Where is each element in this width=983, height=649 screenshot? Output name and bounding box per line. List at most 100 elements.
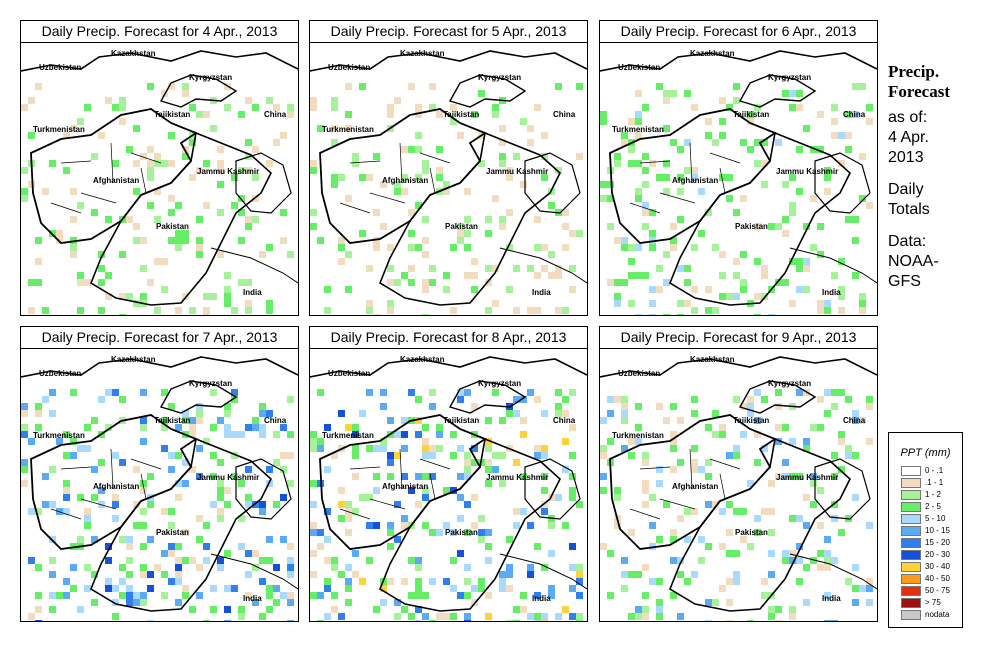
precip-cell (768, 480, 775, 487)
map-label-pakistan: Pakistan (445, 222, 478, 231)
precip-cell (520, 417, 527, 424)
precip-cell (84, 104, 91, 111)
precip-cell (168, 550, 175, 557)
precip-cell (789, 209, 796, 216)
precip-cell (147, 536, 154, 543)
precip-cell (726, 501, 733, 508)
precip-cell (670, 223, 677, 230)
precip-cell (635, 403, 642, 410)
northern-border (600, 356, 877, 378)
map-label-jammu-kashmir: Jammu Kashmir (776, 167, 838, 176)
precip-cell (175, 202, 182, 209)
precip-cell (217, 494, 224, 501)
precip-cell (317, 529, 324, 536)
province-lines (50, 142, 162, 214)
precip-cell (287, 431, 294, 438)
precip-cell (133, 125, 140, 132)
precip-cell (656, 536, 663, 543)
precip-cell (684, 536, 691, 543)
precip-cell (331, 125, 338, 132)
precip-cell (520, 396, 527, 403)
legend-swatch (901, 466, 921, 476)
precip-cell (154, 258, 161, 265)
precip-cell (394, 599, 401, 606)
northern-border (600, 50, 877, 72)
kyrgyz-tajik-border (738, 74, 817, 108)
panel-title: Daily Precip. Forecast for 7 Apr., 2013 (21, 327, 298, 349)
precip-cell (677, 613, 684, 620)
kyrgyz-tajik-border (738, 380, 817, 414)
precip-cell (705, 307, 712, 314)
precip-cell (824, 410, 831, 417)
precip-cell (189, 139, 196, 146)
precip-cell (499, 223, 506, 230)
precip-cell (133, 300, 140, 307)
precip-cell (450, 529, 457, 536)
precip-cell (621, 279, 628, 286)
precip-cell (373, 314, 380, 315)
map-label-india: India (532, 288, 551, 297)
precip-cell (310, 529, 317, 536)
precip-cell (210, 452, 217, 459)
precip-cell (726, 293, 733, 300)
precip-cell (859, 195, 866, 202)
precip-cell (49, 389, 56, 396)
precip-cell (859, 585, 866, 592)
precip-cell (394, 501, 401, 508)
precip-cell (224, 487, 231, 494)
precip-cell (98, 265, 105, 272)
precip-cell (506, 286, 513, 293)
precip-cell (35, 592, 42, 599)
kashmir-border (235, 458, 292, 520)
precip-cell (338, 244, 345, 251)
precip-cell (182, 230, 189, 237)
precip-cell (499, 125, 506, 132)
kashmir-border (524, 152, 581, 214)
map-label-kazakhstan: Kazakhstan (111, 355, 156, 364)
legend-item: 40 - 50 (901, 574, 961, 584)
precip-cell (175, 452, 182, 459)
precip-cell (366, 307, 373, 314)
precip-cell (352, 571, 359, 578)
precip-cell (119, 118, 126, 125)
precip-cell (338, 501, 345, 508)
precip-cell (866, 396, 873, 403)
precip-cell (663, 188, 670, 195)
precip-cell (394, 97, 401, 104)
precip-cell (429, 529, 436, 536)
precip-cell (803, 564, 810, 571)
legend-item: 2 - 5 (901, 502, 961, 512)
precip-cell (628, 613, 635, 620)
precip-cell (112, 585, 119, 592)
precip-cell (635, 188, 642, 195)
precip-cell (324, 557, 331, 564)
precip-cell (352, 424, 359, 431)
precip-cell (541, 501, 548, 508)
precip-cell (576, 153, 583, 160)
precip-cell (796, 258, 803, 265)
precip-cell (63, 480, 70, 487)
precip-cell (824, 188, 831, 195)
precip-cell (852, 452, 859, 459)
precip-cell (422, 487, 429, 494)
map-label-china: China (264, 416, 287, 425)
precip-cell (513, 410, 520, 417)
precip-cell (740, 403, 747, 410)
legend-item: 15 - 20 (901, 538, 961, 548)
precip-cell (607, 410, 614, 417)
precip-cell (49, 466, 56, 473)
precip-cell (845, 146, 852, 153)
precip-cell (733, 258, 740, 265)
kyrgyz-tajik-border (159, 74, 238, 108)
precip-cell (231, 174, 238, 181)
map-label-kazakhstan: Kazakhstan (400, 355, 445, 364)
precip-cell (231, 431, 238, 438)
precip-cell (126, 146, 133, 153)
precip-cell (810, 473, 817, 480)
precip-cell (443, 522, 450, 529)
precip-cell (649, 244, 656, 251)
precip-cell (464, 459, 471, 466)
precip-cell (471, 445, 478, 452)
precip-cell (380, 445, 387, 452)
precip-cell (252, 146, 259, 153)
